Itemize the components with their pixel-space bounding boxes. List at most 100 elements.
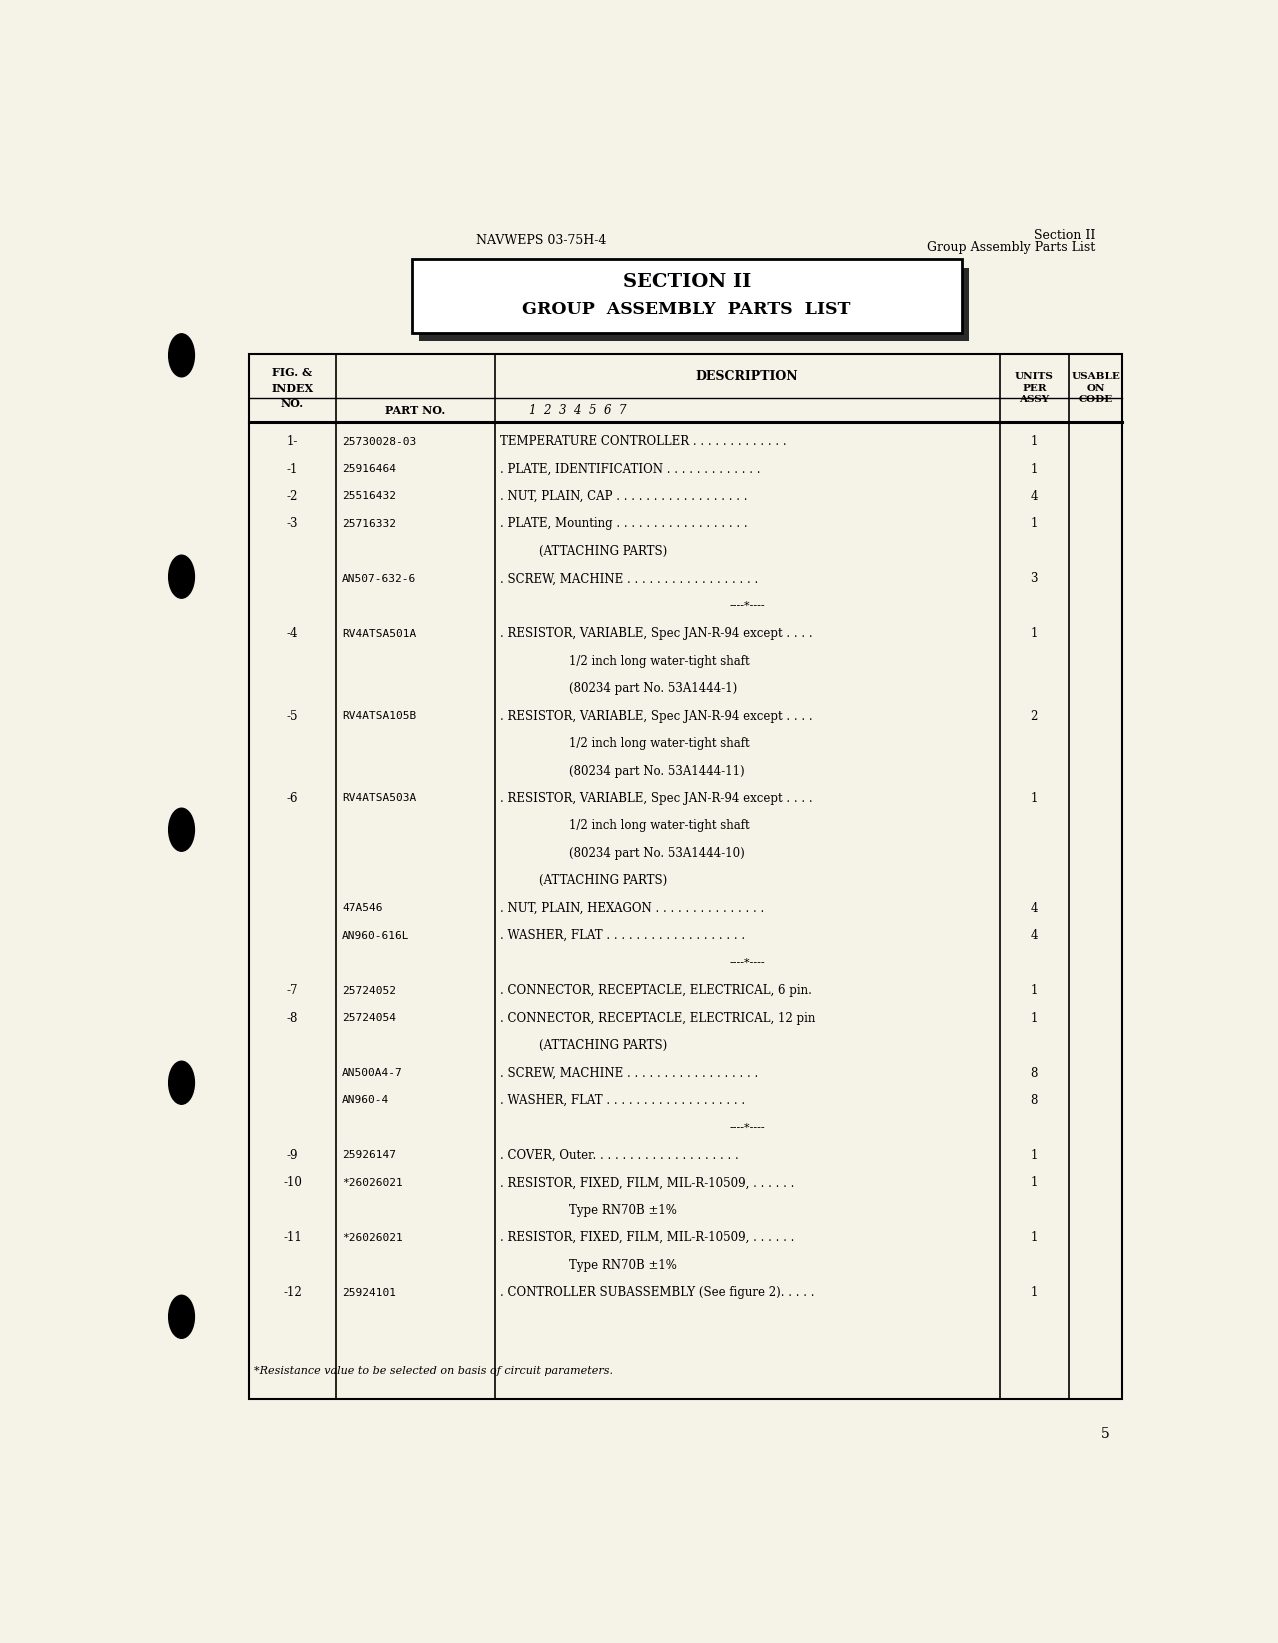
Text: . CONTROLLER SUBASSEMBLY (See figure 2). . . . .: . CONTROLLER SUBASSEMBLY (See figure 2).…: [501, 1286, 815, 1300]
Text: 5: 5: [1102, 1428, 1111, 1441]
Text: 1/2 inch long water-tight shaft: 1/2 inch long water-tight shaft: [569, 654, 749, 667]
Text: 8: 8: [1030, 1066, 1038, 1079]
Text: 4: 4: [1030, 930, 1038, 941]
Text: ----*----: ----*----: [730, 1122, 766, 1134]
Text: UNITS
PER
ASSY: UNITS PER ASSY: [1015, 371, 1054, 404]
Text: 25926147: 25926147: [343, 1150, 396, 1160]
Text: . RESISTOR, VARIABLE, Spec JAN-R-94 except . . . .: . RESISTOR, VARIABLE, Spec JAN-R-94 exce…: [501, 792, 813, 805]
Text: USABLE
ON
CODE: USABLE ON CODE: [1071, 371, 1120, 404]
Text: 25724052: 25724052: [343, 986, 396, 996]
Text: 25916464: 25916464: [343, 463, 396, 475]
Text: RV4ATSA105B: RV4ATSA105B: [343, 711, 417, 721]
Text: 1  2  3  4  5  6  7: 1 2 3 4 5 6 7: [529, 404, 626, 417]
Text: -1: -1: [286, 463, 298, 475]
Text: AN960-616L: AN960-616L: [343, 930, 409, 941]
Text: NAVWEPS 03-75H-4: NAVWEPS 03-75H-4: [475, 233, 606, 246]
Bar: [419, 268, 969, 342]
Text: 4: 4: [1030, 490, 1038, 503]
Bar: [249, 353, 1122, 1400]
Text: -7: -7: [286, 984, 298, 997]
Text: AN500A4-7: AN500A4-7: [343, 1068, 403, 1078]
Text: -9: -9: [286, 1148, 298, 1162]
Text: 1: 1: [1030, 1176, 1038, 1190]
Text: 25724054: 25724054: [343, 1014, 396, 1024]
Text: 1: 1: [1030, 792, 1038, 805]
Text: 1: 1: [1030, 1148, 1038, 1162]
Text: ----*----: ----*----: [730, 601, 766, 611]
Text: . PLATE, Mounting . . . . . . . . . . . . . . . . . .: . PLATE, Mounting . . . . . . . . . . . …: [501, 518, 748, 531]
Text: (ATTACHING PARTS): (ATTACHING PARTS): [539, 1038, 667, 1052]
Text: . RESISTOR, VARIABLE, Spec JAN-R-94 except . . . .: . RESISTOR, VARIABLE, Spec JAN-R-94 exce…: [501, 628, 813, 641]
Text: *Resistance value to be selected on basis of circuit parameters.: *Resistance value to be selected on basi…: [254, 1367, 613, 1377]
Ellipse shape: [169, 334, 194, 376]
Text: Type RN70B ±1%: Type RN70B ±1%: [569, 1259, 676, 1272]
Text: (ATTACHING PARTS): (ATTACHING PARTS): [539, 545, 667, 559]
Text: (80234 part No. 53A1444-10): (80234 part No. 53A1444-10): [569, 846, 745, 859]
Text: -3: -3: [286, 518, 298, 531]
Text: . WASHER, FLAT . . . . . . . . . . . . . . . . . . .: . WASHER, FLAT . . . . . . . . . . . . .…: [501, 930, 745, 941]
Text: Group Assembly Parts List: Group Assembly Parts List: [928, 242, 1095, 255]
Text: FIG. &
INDEX
NO.: FIG. & INDEX NO.: [271, 366, 313, 409]
Text: . RESISTOR, VARIABLE, Spec JAN-R-94 except . . . .: . RESISTOR, VARIABLE, Spec JAN-R-94 exce…: [501, 710, 813, 723]
Text: 1: 1: [1030, 1286, 1038, 1300]
Text: -12: -12: [284, 1286, 302, 1300]
Bar: [413, 260, 962, 332]
Text: . CONNECTOR, RECEPTACLE, ELECTRICAL, 6 pin.: . CONNECTOR, RECEPTACLE, ELECTRICAL, 6 p…: [501, 984, 813, 997]
Text: . RESISTOR, FIXED, FILM, MIL-R-10509, . . . . . .: . RESISTOR, FIXED, FILM, MIL-R-10509, . …: [501, 1176, 795, 1190]
Text: . COVER, Outer. . . . . . . . . . . . . . . . . . . .: . COVER, Outer. . . . . . . . . . . . . …: [501, 1148, 739, 1162]
Text: PART NO.: PART NO.: [385, 404, 446, 416]
Text: -5: -5: [286, 710, 298, 723]
Text: RV4ATSA503A: RV4ATSA503A: [343, 794, 417, 803]
Text: . NUT, PLAIN, HEXAGON . . . . . . . . . . . . . . .: . NUT, PLAIN, HEXAGON . . . . . . . . . …: [501, 902, 764, 915]
Text: Section II: Section II: [1034, 228, 1095, 242]
Text: 1: 1: [1030, 984, 1038, 997]
Text: -6: -6: [286, 792, 298, 805]
Ellipse shape: [169, 1295, 194, 1339]
Text: -4: -4: [286, 628, 298, 641]
Text: 1: 1: [1030, 1231, 1038, 1244]
Text: -10: -10: [282, 1176, 302, 1190]
Text: 1/2 inch long water-tight shaft: 1/2 inch long water-tight shaft: [569, 738, 749, 751]
Text: 25924101: 25924101: [343, 1288, 396, 1298]
Text: DESCRIPTION: DESCRIPTION: [695, 370, 799, 383]
Text: *26026021: *26026021: [343, 1178, 403, 1188]
Text: 25716332: 25716332: [343, 519, 396, 529]
Text: (80234 part No. 53A1444-11): (80234 part No. 53A1444-11): [569, 764, 744, 777]
Text: RV4ATSA501A: RV4ATSA501A: [343, 629, 417, 639]
Text: (80234 part No. 53A1444-1): (80234 part No. 53A1444-1): [569, 682, 737, 695]
Text: 1: 1: [1030, 518, 1038, 531]
Text: . NUT, PLAIN, CAP . . . . . . . . . . . . . . . . . .: . NUT, PLAIN, CAP . . . . . . . . . . . …: [501, 490, 748, 503]
Text: AN960-4: AN960-4: [343, 1096, 390, 1106]
Text: . SCREW, MACHINE . . . . . . . . . . . . . . . . . .: . SCREW, MACHINE . . . . . . . . . . . .…: [501, 572, 759, 585]
Text: . PLATE, IDENTIFICATION . . . . . . . . . . . . .: . PLATE, IDENTIFICATION . . . . . . . . …: [501, 463, 760, 475]
Text: 2: 2: [1030, 710, 1038, 723]
Text: 25516432: 25516432: [343, 491, 396, 501]
Text: AN507-632-6: AN507-632-6: [343, 573, 417, 583]
Ellipse shape: [169, 1061, 194, 1104]
Text: 1-: 1-: [286, 435, 298, 449]
Text: *26026021: *26026021: [343, 1232, 403, 1242]
Text: -8: -8: [286, 1012, 298, 1025]
Text: 1: 1: [1030, 435, 1038, 449]
Text: 25730028-03: 25730028-03: [343, 437, 417, 447]
Text: 1/2 inch long water-tight shaft: 1/2 inch long water-tight shaft: [569, 820, 749, 833]
Ellipse shape: [169, 555, 194, 598]
Text: ----*----: ----*----: [730, 958, 766, 968]
Text: 47A546: 47A546: [343, 904, 382, 914]
Text: SECTION II: SECTION II: [622, 273, 750, 291]
Text: -11: -11: [284, 1231, 302, 1244]
Text: 8: 8: [1030, 1094, 1038, 1107]
Text: . WASHER, FLAT . . . . . . . . . . . . . . . . . . .: . WASHER, FLAT . . . . . . . . . . . . .…: [501, 1094, 745, 1107]
Text: 3: 3: [1030, 572, 1038, 585]
Text: . SCREW, MACHINE . . . . . . . . . . . . . . . . . .: . SCREW, MACHINE . . . . . . . . . . . .…: [501, 1066, 759, 1079]
Text: 1: 1: [1030, 1012, 1038, 1025]
Text: 1: 1: [1030, 463, 1038, 475]
Text: -2: -2: [286, 490, 298, 503]
Text: TEMPERATURE CONTROLLER . . . . . . . . . . . . .: TEMPERATURE CONTROLLER . . . . . . . . .…: [501, 435, 787, 449]
Ellipse shape: [169, 808, 194, 851]
Text: Type RN70B ±1%: Type RN70B ±1%: [569, 1204, 676, 1217]
Text: 4: 4: [1030, 902, 1038, 915]
Text: (ATTACHING PARTS): (ATTACHING PARTS): [539, 874, 667, 887]
Text: 1: 1: [1030, 628, 1038, 641]
Text: . RESISTOR, FIXED, FILM, MIL-R-10509, . . . . . .: . RESISTOR, FIXED, FILM, MIL-R-10509, . …: [501, 1231, 795, 1244]
